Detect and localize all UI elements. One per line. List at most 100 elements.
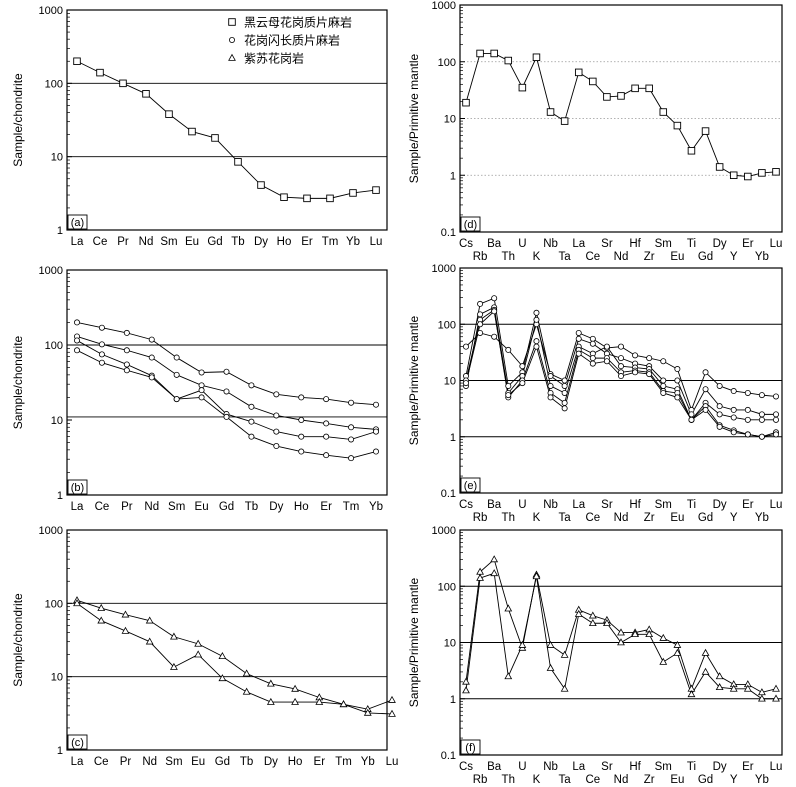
point-f-0-2 <box>490 555 499 563</box>
point-e-1-19 <box>730 406 737 413</box>
point-b-0-7 <box>248 382 255 389</box>
xtick-label-f-1: Rb <box>473 774 488 786</box>
ytick-label-e-4: 1000 <box>432 263 456 275</box>
point-b-1-9 <box>298 416 305 423</box>
point-b-0-4 <box>173 354 180 361</box>
xtick-label-e-8: La <box>572 499 585 511</box>
point-b-1-11 <box>348 424 355 431</box>
point-f-1-14 <box>659 657 668 665</box>
xtick-label-f-11: Nd <box>614 774 629 786</box>
chart-panel-e: 0.1 1 10 100 1000 Sample/Primitive mantle CsRb… <box>407 263 783 524</box>
point-c-0-8 <box>266 679 275 687</box>
point-e-4-8 <box>575 350 582 357</box>
point-e-4-0 <box>462 380 469 387</box>
point-e-0-14 <box>660 358 667 365</box>
point-f-1-0 <box>462 686 470 694</box>
point-e-0-8 <box>575 329 582 336</box>
xtick-label-c-11: Tm <box>335 756 352 768</box>
point-a-0-1 <box>96 68 104 77</box>
point-b-0-9 <box>298 394 305 401</box>
point-d-0-17 <box>701 127 710 135</box>
ylabel-a: Sample/chondrite <box>11 73 25 167</box>
point-b-2-11 <box>348 436 355 443</box>
point-b-0-8 <box>273 391 280 398</box>
point-e-1-1 <box>477 300 484 307</box>
xtick-label-e-20: Er <box>742 499 754 511</box>
point-e-4-13 <box>646 371 653 378</box>
xtick-label-b-7: Tb <box>245 501 258 513</box>
point-e-4-9 <box>589 360 596 367</box>
xtick-label-a-1: Ce <box>93 236 108 248</box>
panel-tag-label-c: (c) <box>71 737 84 749</box>
point-e-1-18 <box>716 403 723 410</box>
point-c-0-7 <box>242 669 251 677</box>
point-f-1-20 <box>743 684 752 692</box>
xtick-label-d-18: Dy <box>713 238 727 250</box>
point-b-3-4 <box>173 396 180 403</box>
point-d-0-7 <box>560 117 569 125</box>
point-b-2-1 <box>98 351 105 358</box>
point-c-1-13 <box>388 709 396 717</box>
point-f-1-16 <box>687 690 696 698</box>
point-f-1-21 <box>757 694 766 702</box>
xtick-label-f-8: La <box>572 761 585 773</box>
xtick-label-f-4: U <box>518 761 526 773</box>
point-e-4-5 <box>533 343 540 350</box>
point-d-0-10 <box>603 93 611 101</box>
xtick-label-f-5: K <box>533 774 541 786</box>
point-c-0-1 <box>97 603 106 611</box>
ytick-label-a-3: 1000 <box>39 5 63 17</box>
xtick-label-b-3: Nd <box>144 501 159 513</box>
xtick-label-e-2: Ba <box>487 499 502 511</box>
point-e-4-16 <box>688 416 695 423</box>
point-e-1-7 <box>561 382 568 389</box>
point-b-2-10 <box>323 433 330 440</box>
xtick-label-f-16: Ti <box>687 761 696 773</box>
xtick-label-e-12: Hf <box>629 499 641 511</box>
xtick-label-c-5: Eu <box>191 756 205 768</box>
point-c-1-11 <box>339 700 348 708</box>
point-b-1-5 <box>198 382 205 389</box>
point-e-0-2 <box>491 333 498 340</box>
point-e-2-20 <box>744 416 751 423</box>
point-f-1-4 <box>518 640 527 648</box>
point-e-1-22 <box>773 411 780 418</box>
xtick-label-f-22: Lu <box>770 761 783 773</box>
point-b-3-6 <box>223 413 230 420</box>
point-e-4-7 <box>561 405 568 412</box>
point-e-0-4 <box>519 363 526 370</box>
point-d-0-19 <box>729 171 738 179</box>
xtick-label-b-8: Dy <box>269 501 283 513</box>
xtick-label-c-7: Tb <box>240 756 253 768</box>
point-d-0-14 <box>659 108 668 116</box>
point-b-1-10 <box>323 420 330 427</box>
point-c-1-8 <box>266 697 275 705</box>
point-b-2-12 <box>372 428 379 435</box>
xtick-label-f-9: Ce <box>585 774 600 786</box>
xtick-label-f-6: Nb <box>543 761 558 773</box>
point-b-3-1 <box>98 359 105 366</box>
panel-tag-f: (f) <box>460 739 481 755</box>
point-f-1-3 <box>504 672 513 680</box>
point-a-0-2 <box>119 79 127 88</box>
panel-tag-box-e <box>460 477 481 493</box>
xtick-label-f-3: Th <box>502 774 515 786</box>
point-a-0-6 <box>211 134 219 142</box>
xtick-label-c-6: Gd <box>215 756 230 768</box>
point-b-2-0 <box>74 337 81 344</box>
xtick-label-e-4: U <box>518 499 526 511</box>
point-f-1-22 <box>772 694 780 702</box>
ylabel-c: Sample/chondrite <box>11 593 25 687</box>
ytick-label-b-1: 10 <box>51 415 63 427</box>
xtick-label-b-6: Gd <box>219 501 234 513</box>
point-e-1-17 <box>702 386 709 393</box>
ylabel-e: Sample/Primitive mantle <box>407 315 421 445</box>
point-d-0-22 <box>772 168 780 176</box>
point-f-1-8 <box>574 609 583 617</box>
xtick-label-a-9: Ho <box>277 236 292 248</box>
point-b-3-5 <box>198 394 205 401</box>
xtick-label-b-2: Pr <box>121 501 133 513</box>
xtick-label-a-6: Gd <box>207 236 222 248</box>
point-d-0-9 <box>589 77 597 86</box>
point-d-0-4 <box>518 83 527 92</box>
